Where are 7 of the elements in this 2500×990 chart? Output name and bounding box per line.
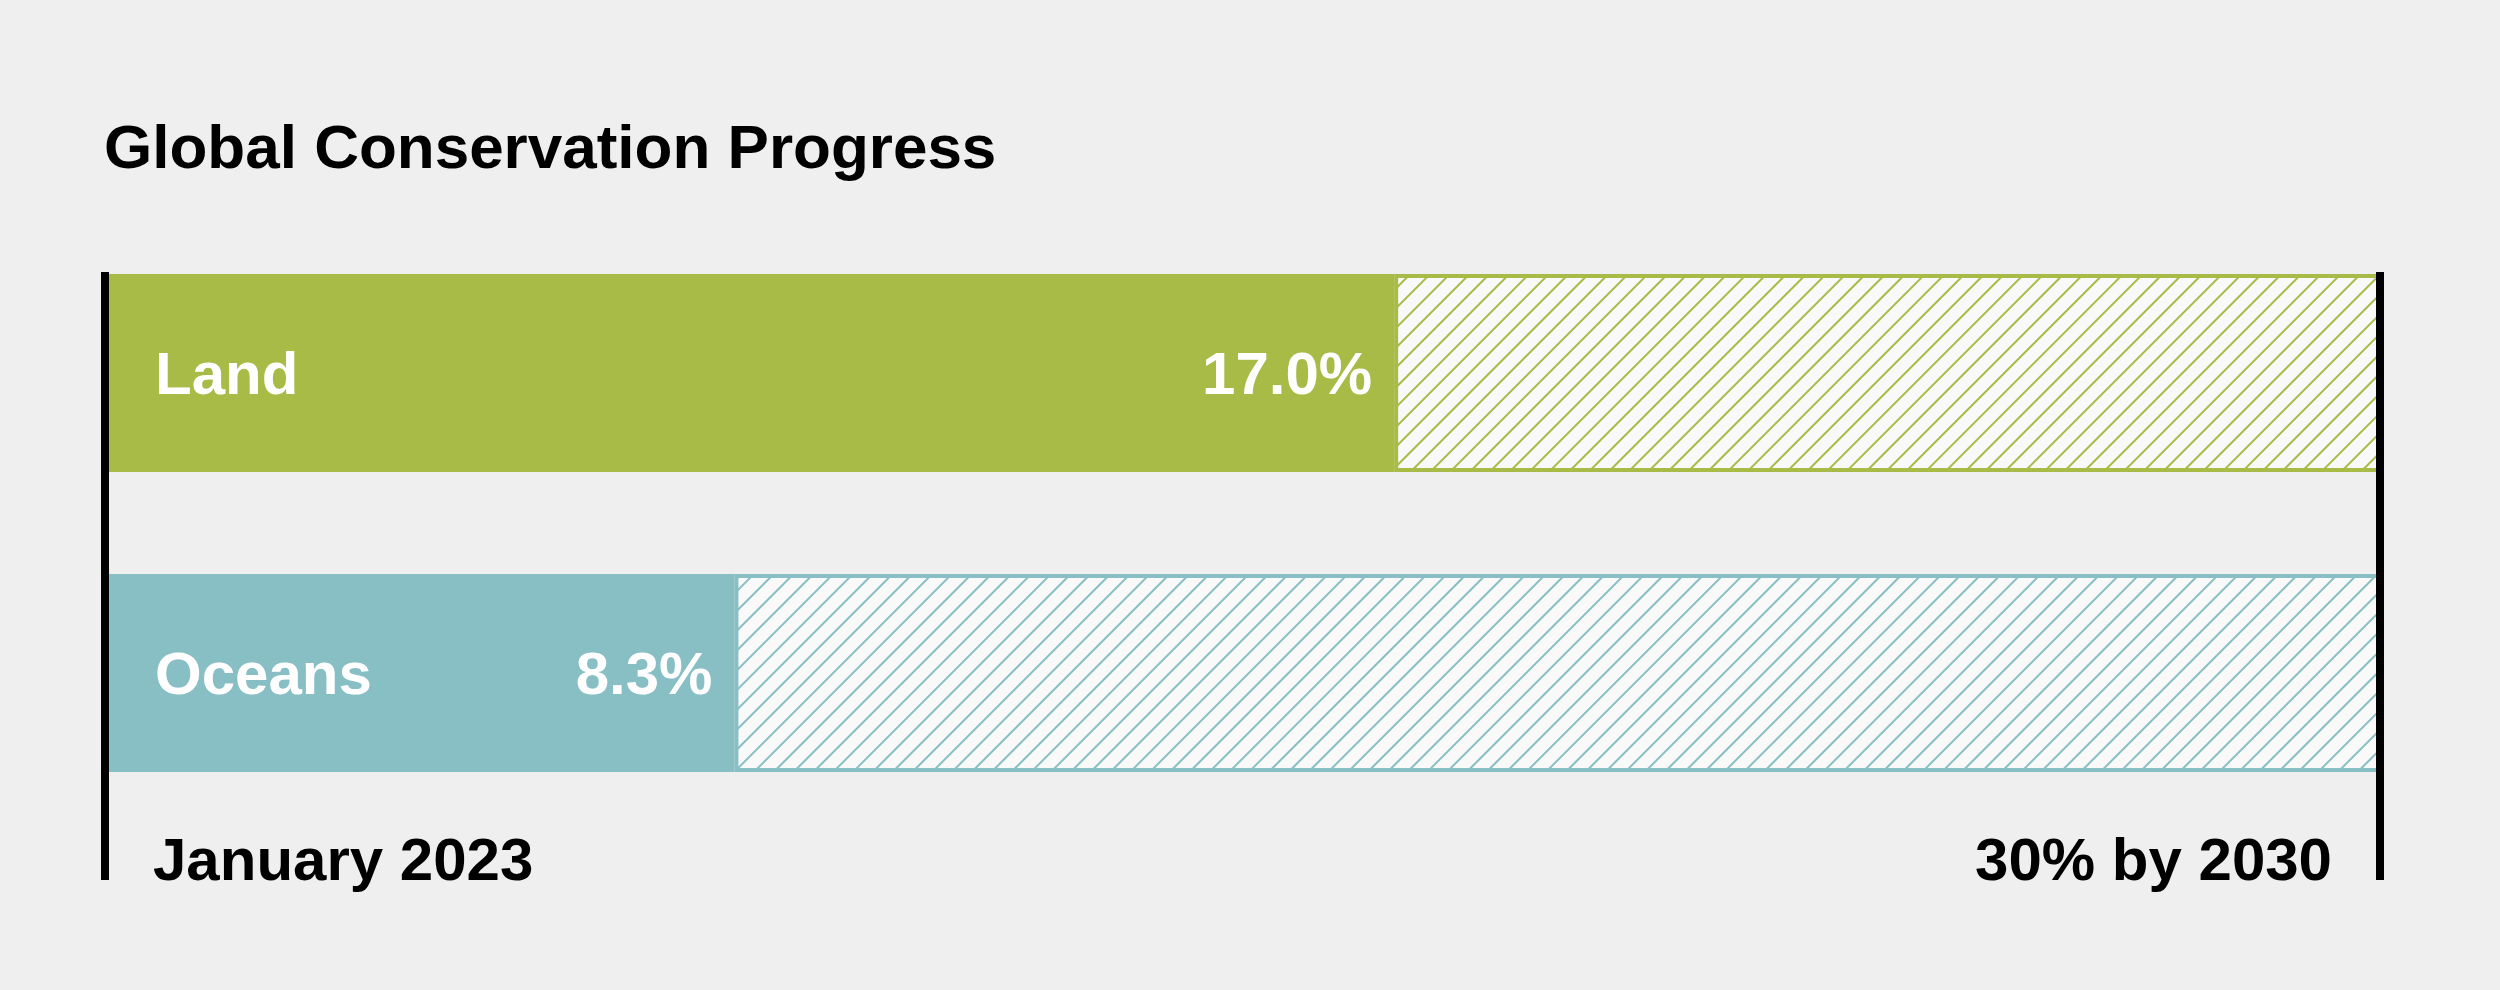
- y-tick-label: Oceans: [155, 640, 372, 707]
- annotation: January 2023: [153, 826, 534, 893]
- ref-line-label: 30% by 2030: [1975, 826, 2332, 893]
- data-label: 8.3%: [575, 640, 713, 707]
- y-tick-label: Land: [155, 340, 299, 407]
- chart-title: Global Conservation Progress: [104, 112, 997, 181]
- data-label: 17.0%: [1202, 340, 1373, 407]
